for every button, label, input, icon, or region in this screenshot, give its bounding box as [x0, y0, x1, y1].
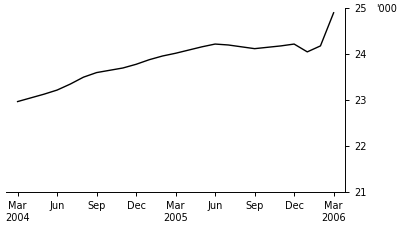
- Y-axis label: '000: '000: [376, 5, 397, 15]
